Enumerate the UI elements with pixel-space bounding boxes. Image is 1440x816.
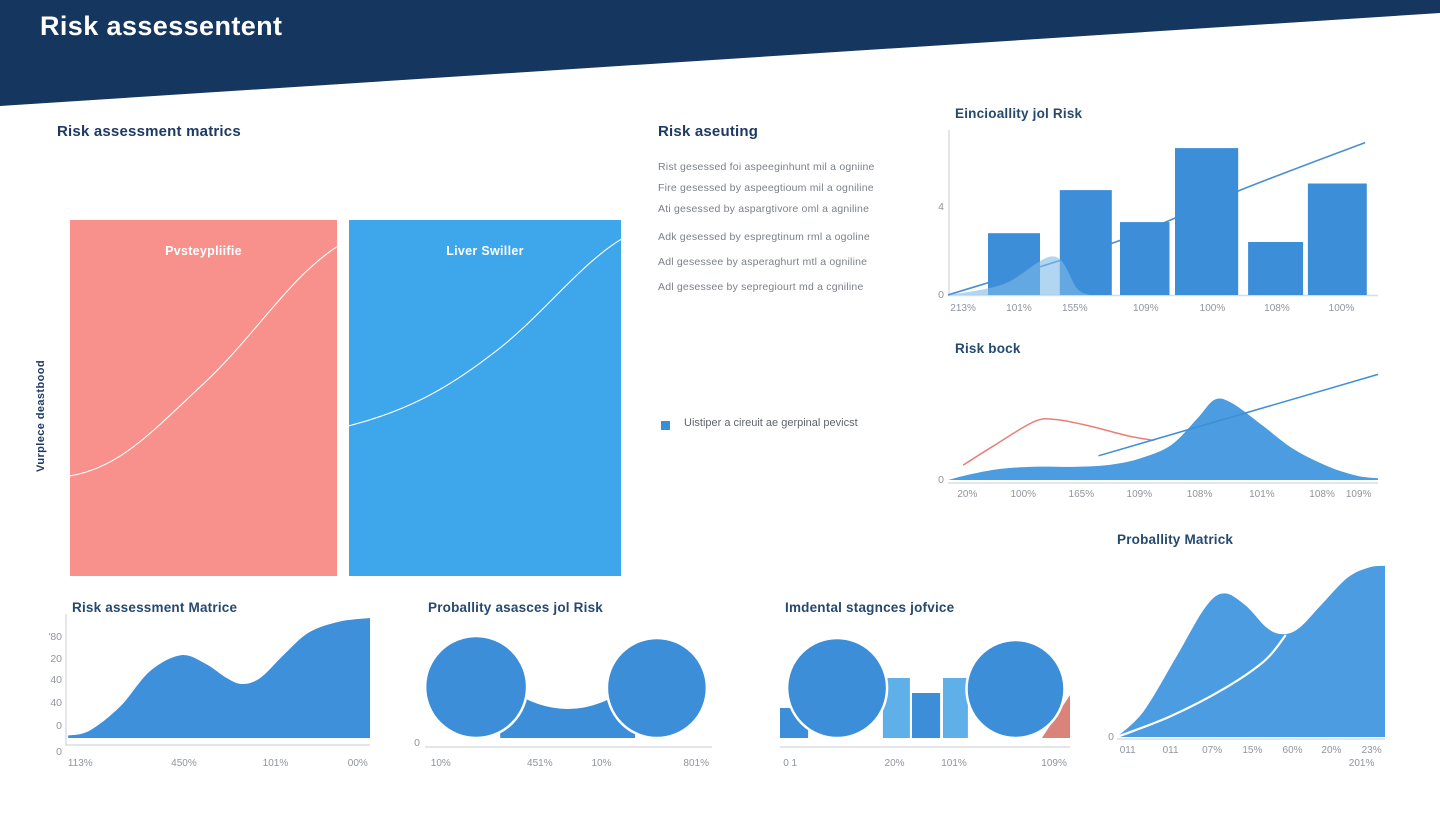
x-tick-label: 101% — [941, 758, 967, 769]
matrix-panel-blue: Liver Swiller — [349, 220, 621, 576]
matrix-panel-label: Pvsteypliifie — [165, 244, 242, 258]
x-tick-label: 20% — [1321, 745, 1342, 756]
x-tick-label: 101% — [1006, 303, 1032, 314]
y-tick-label: 4 — [938, 200, 944, 213]
x-tick-label: 07% — [1202, 745, 1223, 756]
note-item: Adl gesessee by sepregiourt md a cgnilin… — [658, 281, 864, 293]
chart-title-risk-assessment-matrice: Risk assessment Matrice — [72, 600, 238, 615]
note-item: Adk gesessed by espregtinum rml a ogolin… — [658, 231, 870, 243]
x-tick-label: 155% — [1062, 303, 1088, 314]
note-item: Ati gesessed by aspargtivore oml a agnil… — [658, 203, 870, 215]
y-tick-label: 20 — [50, 652, 62, 665]
matrix-panel-red: Pvsteypliifie — [70, 220, 337, 576]
x-tick-label: 00% — [347, 758, 368, 769]
y-tick-label: 0 — [1108, 731, 1114, 743]
x-axis-labels: 20% 100% 165% 109% 108% 101% 108% 109% — [948, 488, 1378, 504]
x-axis-labels: 113% 450% 101% 00% — [65, 757, 370, 773]
x-tick-label: 20% — [957, 489, 978, 500]
x-tick-label: 23% 201% — [1348, 745, 1382, 769]
x-tick-label: 108% — [1309, 489, 1335, 500]
y-tick-label: 0 — [938, 474, 944, 486]
x-tick-label: 011 — [1162, 745, 1179, 756]
x-tick-label: 15% — [1242, 745, 1263, 756]
matrix-section-heading: Risk assessment matrics — [57, 123, 241, 140]
y-tick-label: 40 — [50, 697, 62, 710]
y-axis-ticks: '80 20 40 40 0 0 — [36, 612, 62, 758]
panel-curve — [70, 220, 337, 576]
y-tick-label: 0 — [414, 737, 420, 749]
x-tick-label: 108% — [1186, 489, 1213, 500]
x-tick-label: 011 — [1119, 745, 1136, 756]
y-tick-label: 0 — [56, 746, 62, 759]
x-tick-label: 451% — [527, 758, 553, 769]
x-tick-label: 10% — [591, 758, 612, 769]
note-item: Adl gesessee by asperaghurt mtl a ognili… — [658, 256, 868, 268]
x-tick-label: 100% — [1010, 489, 1037, 500]
x-tick-label: 213% — [950, 303, 976, 314]
note-item: Rist gesessed foi aspeeginhunt mil a ogn… — [658, 161, 875, 173]
matrix-panel-label: Liver Swiller — [446, 244, 524, 258]
matrix-y-axis-label: Vurplece deastbood — [35, 360, 47, 472]
panel-curve — [349, 220, 621, 576]
y-tick-label: 0 — [938, 289, 944, 301]
note-item: Fire gesessed by aspeegtioum mil a ognil… — [658, 182, 874, 194]
chart-plot-risk-bock — [948, 373, 1379, 484]
x-tick-label: 10% — [430, 758, 451, 769]
chart-plot-risk-assessment-matrice — [65, 614, 371, 746]
x-tick-label: 165% — [1068, 489, 1095, 500]
legend-label: Uistiper a cireuit ae gerpinal pevicst — [684, 417, 858, 429]
chart-plot-proballity-matrick — [1116, 565, 1385, 740]
y-tick-label: 0 — [56, 720, 62, 732]
x-tick-label: 100% — [1328, 303, 1355, 314]
x-axis-labels: 0 1 20% 101% 109% — [780, 757, 1070, 773]
chart-title-functionality-of-risk: Eincioallity jol Risk — [955, 106, 1083, 121]
x-tick-label: 20% — [884, 758, 905, 769]
x-tick-label: 450% — [171, 758, 197, 769]
page-title: Risk assessentent — [40, 11, 283, 41]
chart-plot-functionality-of-risk — [947, 130, 1378, 297]
y-tick-label: 40 — [50, 674, 62, 687]
y-axis-ticks — [753, 628, 775, 750]
x-tick-label: 109% — [1041, 758, 1067, 769]
x-axis-labels: 011 011 07% 15% 60% 20% 23% 201% — [1117, 744, 1385, 769]
chart-title-imdental-stagnces: Imdental stagnces jofvice — [785, 600, 955, 615]
chart-title-proballity-matrick: Proballity Matrick — [1117, 532, 1234, 547]
x-tick-label: 113% — [67, 758, 93, 769]
legend-marker — [661, 421, 670, 430]
x-tick-label: 60% — [1282, 745, 1303, 756]
x-axis-labels: 213% 101% 155% 109% 100% 108% 100% — [948, 302, 1378, 318]
x-axis-labels: 10% 451% 10% 801% — [425, 757, 712, 773]
x-tick-label: 101% — [262, 758, 289, 769]
x-tick-label: 109% — [1126, 489, 1153, 500]
y-axis-ticks: 0 — [1092, 556, 1114, 743]
chart-title-risk-bock: Risk bock — [955, 341, 1021, 356]
x-tick-label: 0 1 — [783, 758, 798, 769]
x-tick-label: 109% — [1133, 303, 1159, 314]
x-tick-label: 109% — [1345, 489, 1372, 500]
chart-plot-imdental-stagnces — [780, 636, 1070, 748]
y-axis-ticks: 0 — [398, 628, 420, 750]
x-tick-label: 100% — [1199, 303, 1226, 314]
chart-plot-proballity-asasces — [423, 634, 712, 748]
y-tick-label: '80 — [48, 631, 62, 644]
x-tick-label: 108% — [1264, 303, 1290, 314]
y-axis-ticks: 0 — [920, 362, 944, 486]
x-tick-label: 101% — [1249, 489, 1275, 500]
chart-title-proballity-asasces: Proballity asasces jol Risk — [428, 600, 603, 615]
x-tick-label: 801% — [683, 758, 709, 769]
notes-heading: Risk aseuting — [658, 123, 759, 140]
